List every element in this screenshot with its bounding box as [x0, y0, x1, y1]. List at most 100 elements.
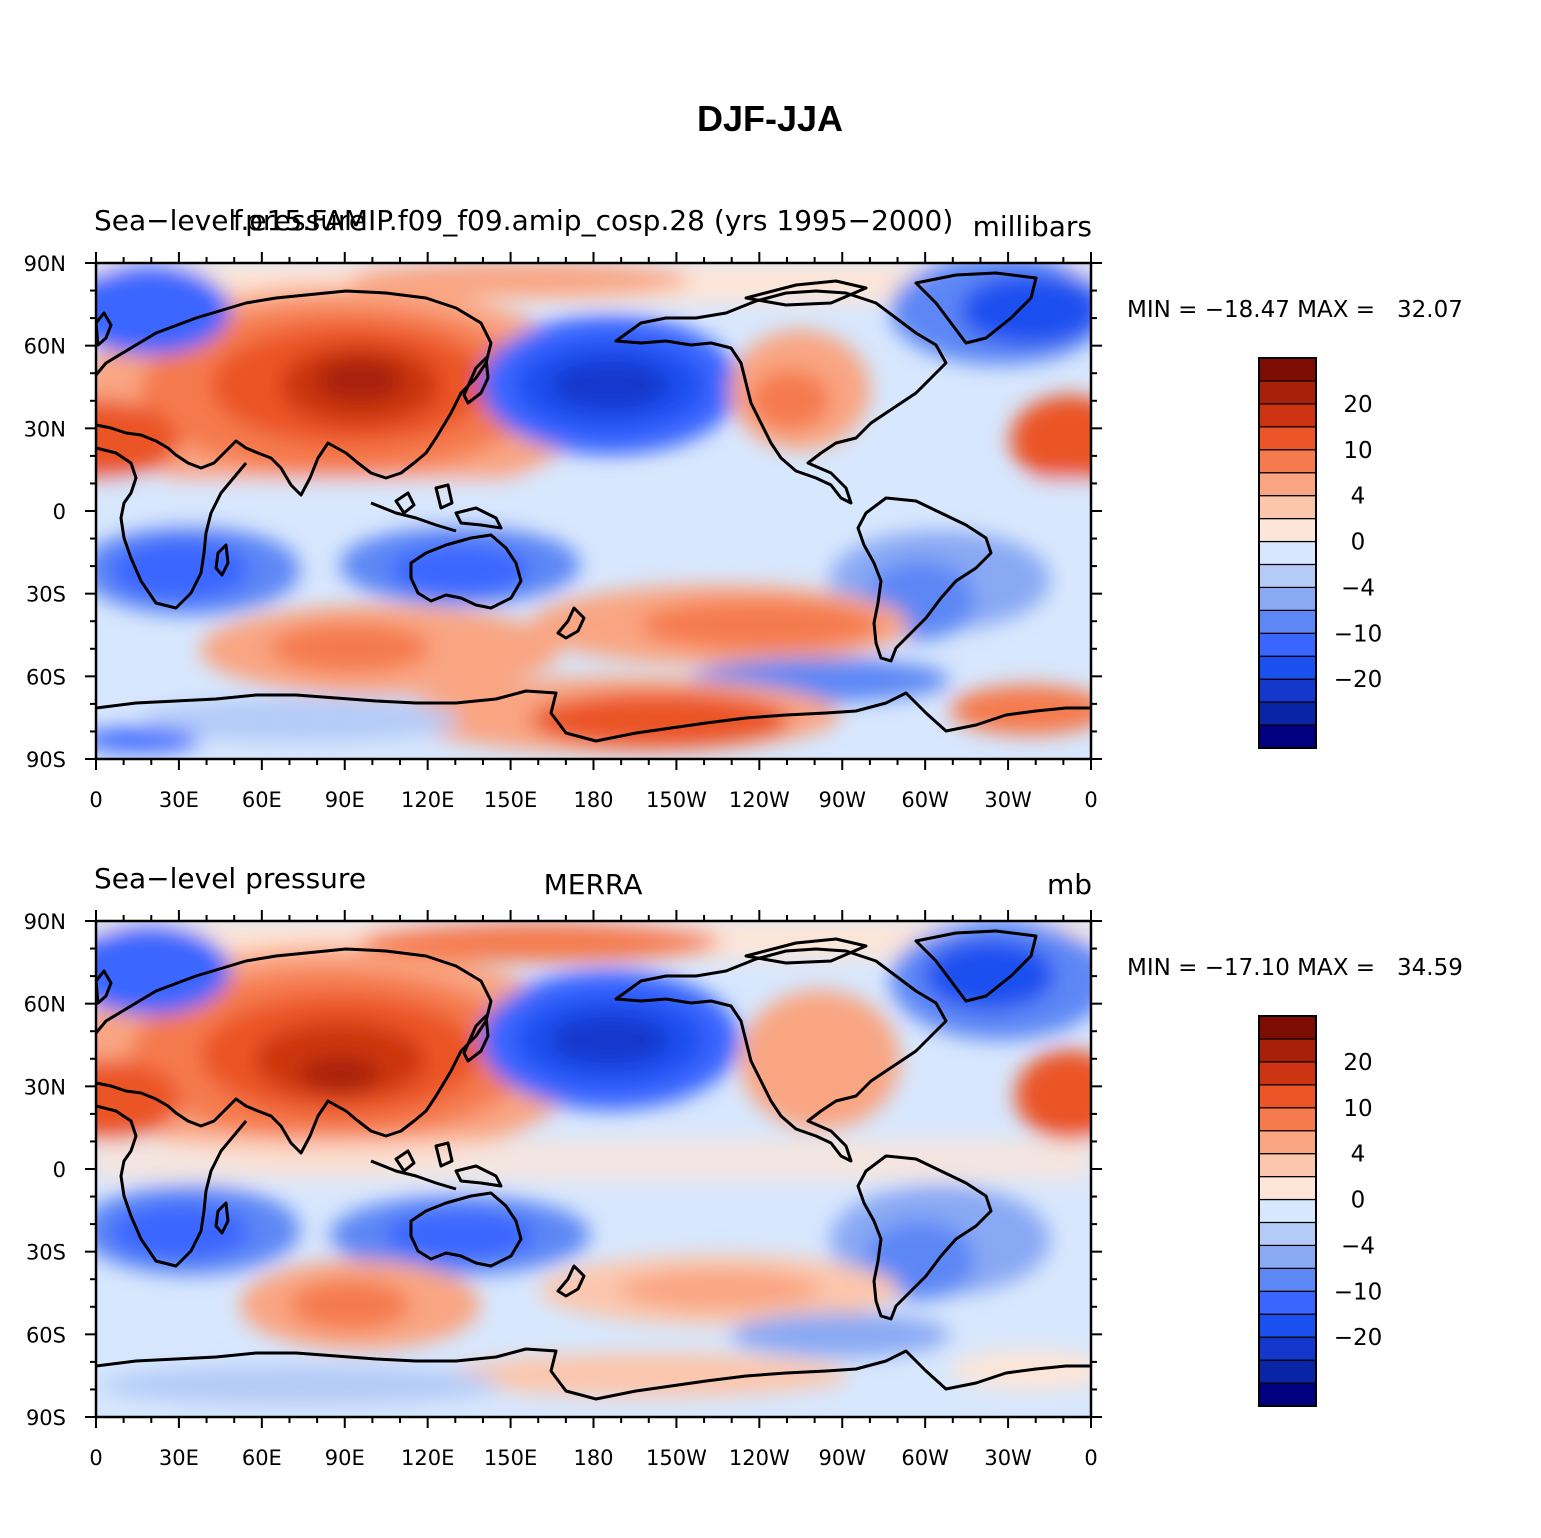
- colorbar-box: [1258, 586, 1317, 611]
- panel-1-ticks: 0 30E 60E 90E 120E 150E 180 150W 120W 90W 60W 30W 09…: [24, 252, 1102, 812]
- colorbar-label: 10: [1343, 1096, 1372, 1122]
- lon-tick-label: 0: [89, 788, 102, 812]
- lon-tick-label: 30E: [159, 1446, 199, 1470]
- lat-tick-label: 60S: [26, 665, 66, 689]
- colorbar-box: [1258, 1015, 1317, 1040]
- panel-2: 0 30E 60E 90E 120E 150E 180 150W 120W 90W 60W 30W 09…: [24, 862, 1463, 1470]
- colorbar-box: [1258, 701, 1317, 726]
- colorbar-box: [1258, 632, 1317, 657]
- lon-tick-label: 0: [89, 1446, 102, 1470]
- colorbar-box: [1258, 1038, 1317, 1063]
- lat-tick-label: 90S: [26, 748, 66, 772]
- colorbar-box: [1258, 1175, 1317, 1201]
- main-title: DJF-JJA: [697, 98, 843, 139]
- colorbar-label: −20: [1334, 667, 1383, 693]
- colorbar-box: [1258, 472, 1317, 497]
- colorbar-box: [1258, 1359, 1317, 1384]
- lon-tick-label: 0: [1084, 788, 1097, 812]
- panel-1-map-field: [96, 263, 1091, 759]
- colorbar-box: [1258, 1107, 1317, 1132]
- panel-2-min-max: MIN = −17.10 MAX = 34.59: [1127, 955, 1463, 981]
- panel-2-ticks: 0 30E 60E 90E 120E 150E 180 150W 120W 90W 60W 30W 09…: [24, 910, 1102, 1470]
- panel-2-center-string: MERRA: [544, 868, 643, 901]
- lat-tick-label: 60N: [24, 335, 66, 359]
- colorbar-label: −20: [1334, 1325, 1383, 1351]
- colorbar-box: [1258, 540, 1317, 566]
- colorbar-label: 0: [1351, 530, 1366, 556]
- lat-tick-label: 60S: [26, 1323, 66, 1347]
- lon-tick-label: 60W: [901, 1446, 949, 1470]
- lat-tick-label: 90N: [24, 910, 66, 934]
- colorbar-frame: [1258, 357, 1317, 749]
- colorbar-label: −10: [1334, 1279, 1383, 1305]
- lon-tick-label: 30W: [984, 788, 1032, 812]
- colorbar-label: 4: [1351, 484, 1366, 510]
- lon-tick-label: 150E: [484, 788, 537, 812]
- lon-tick-label: 90E: [325, 1446, 365, 1470]
- panel-1-left-string: Sea−level pressure: [94, 204, 366, 237]
- colorbar-box: [1258, 403, 1317, 428]
- colorbar-box: [1258, 1061, 1317, 1086]
- lon-tick-label: 0: [1084, 1446, 1097, 1470]
- colorbar-box: [1258, 1244, 1317, 1269]
- panel-2-colorbar: 20 10 4 0 −4 −10 −20: [1258, 1015, 1383, 1407]
- lon-tick-label: 60W: [901, 788, 949, 812]
- lon-tick-label: 90E: [325, 788, 365, 812]
- colorbar-box: [1258, 1221, 1317, 1247]
- colorbar-box: [1258, 724, 1317, 749]
- lon-tick-label: 90W: [819, 1446, 867, 1470]
- colorbar-box: [1258, 517, 1317, 543]
- lat-tick-label: 30S: [26, 583, 66, 607]
- colorbar-box: [1258, 1084, 1317, 1109]
- lon-tick-label: 180: [573, 1446, 613, 1470]
- panel-1-right-string: millibars: [973, 210, 1092, 243]
- panel-2-left-string: Sea−level pressure: [94, 862, 366, 895]
- panel-2-right-string: mb: [1047, 868, 1092, 901]
- colorbar-box: [1258, 1313, 1317, 1338]
- colorbar-label: 10: [1343, 438, 1372, 464]
- colorbar-label: 4: [1351, 1142, 1366, 1168]
- lat-tick-label: 30N: [24, 417, 66, 441]
- lat-tick-label: 30N: [24, 1075, 66, 1099]
- panel-2-map-field: [96, 921, 1091, 1417]
- colorbar-box: [1258, 678, 1317, 703]
- colorbar-box: [1258, 1130, 1317, 1155]
- colorbar-box: [1258, 380, 1317, 405]
- lon-tick-label: 120E: [401, 788, 454, 812]
- colorbar-label: −10: [1334, 621, 1383, 647]
- colorbar-box: [1258, 609, 1317, 634]
- lat-tick-label: 30S: [26, 1241, 66, 1265]
- colorbar-box: [1258, 1198, 1317, 1224]
- colorbar-label: 0: [1351, 1188, 1366, 1214]
- colorbar-box: [1258, 357, 1317, 382]
- colorbar-box: [1258, 495, 1317, 520]
- lon-tick-label: 150W: [646, 1446, 707, 1470]
- lat-tick-label: 60N: [24, 993, 66, 1017]
- colorbar-label: 20: [1343, 392, 1372, 418]
- lon-tick-label: 180: [573, 788, 613, 812]
- colorbar-label: 20: [1343, 1050, 1372, 1076]
- lat-tick-label: 90N: [24, 252, 66, 276]
- colorbar-box: [1258, 449, 1317, 474]
- lon-tick-label: 120W: [729, 1446, 790, 1470]
- colorbar-label: −4: [1341, 575, 1375, 601]
- colorbar-label: −4: [1341, 1233, 1375, 1259]
- lat-tick-label: 0: [53, 500, 66, 524]
- colorbar-box: [1258, 1267, 1317, 1292]
- colorbar-box: [1258, 1153, 1317, 1178]
- lat-tick-label: 90S: [26, 1406, 66, 1430]
- lon-tick-label: 30W: [984, 1446, 1032, 1470]
- panel-1: 0 30E 60E 90E 120E 150E 180 150W 120W 90W 60W 30W 09…: [24, 204, 1463, 812]
- lon-tick-label: 90W: [819, 788, 867, 812]
- panel-1-colorbar: 20 10 4 0 −4 −10 −20: [1258, 357, 1383, 749]
- panel-1-min-max: MIN = −18.47 MAX = 32.07: [1127, 297, 1463, 323]
- lon-tick-label: 60E: [242, 1446, 282, 1470]
- panel-1-center-string: f.e15.FAMIP.f09_f09.amip_cosp.28 (yrs 19…: [233, 204, 954, 237]
- colorbar-box: [1258, 1336, 1317, 1361]
- lon-tick-label: 120E: [401, 1446, 454, 1470]
- colorbar-box: [1258, 563, 1317, 589]
- colorbar-frame: [1258, 1015, 1317, 1407]
- colorbar-box: [1258, 1382, 1317, 1407]
- colorbar-box: [1258, 426, 1317, 451]
- lon-tick-label: 30E: [159, 788, 199, 812]
